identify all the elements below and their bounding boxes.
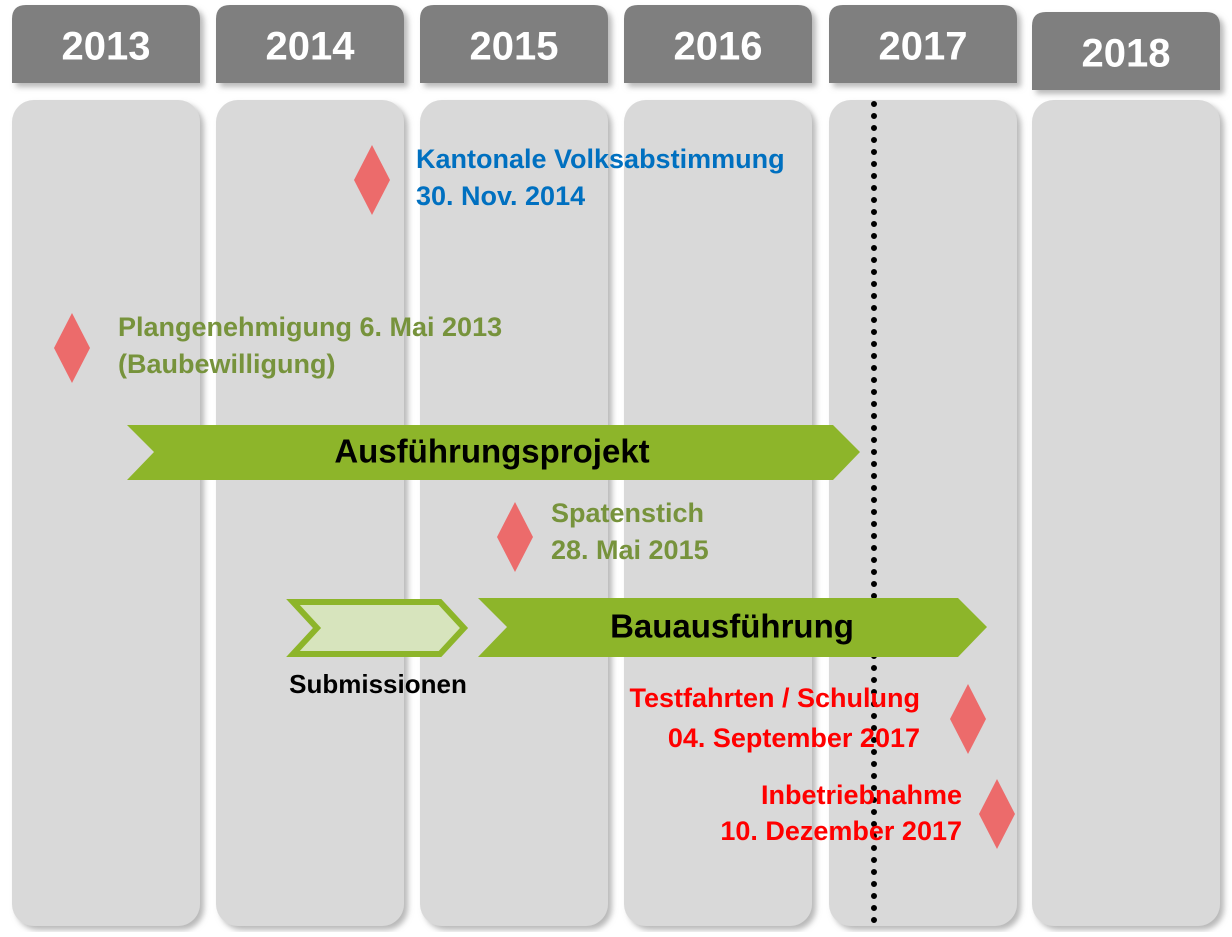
year-tab [829,5,1017,83]
year-tab [1032,12,1220,90]
milestone-label: Spatenstich [551,498,704,528]
milestone-label: Kantonale Volksabstimmung [416,144,785,174]
milestone-label: 04. September 2017 [668,723,920,753]
year-label: 2015 [470,25,559,69]
year-column [624,100,812,926]
phase-bar [127,425,860,480]
milestone-label: 30. Nov. 2014 [416,181,585,211]
year-tab [12,5,200,83]
year-label: 2013 [62,25,151,69]
phase-label: Submissionen [289,669,467,699]
phase-bar [478,598,987,657]
milestone-diamond [950,684,986,754]
phase-label: Bauausführung [610,608,854,645]
year-label: 2016 [674,25,763,69]
year-column [12,100,200,926]
milestone-diamond [354,145,390,215]
milestone-label: 10. Dezember 2017 [720,816,962,846]
year-tab [420,5,608,83]
phase-label: Ausführungsprojekt [334,433,649,470]
milestone-label: Plangenehmigung 6. Mai 2013 [118,312,502,342]
phase-bar [286,599,469,657]
milestone-label: (Baubewilligung) [118,349,335,379]
milestone-diamond [979,779,1015,849]
milestone-label: 28. Mai 2015 [551,535,709,565]
year-label: 2017 [879,25,968,69]
milestone-diamond [497,502,533,572]
milestone-diamond [54,313,90,383]
milestone-label: Inbetriebnahme [761,780,962,810]
year-column [216,100,404,926]
year-tab [216,5,404,83]
year-column [1032,100,1220,926]
year-tab [624,5,812,83]
milestone-label: Testfahrten / Schulung [629,683,920,713]
year-label: 2014 [266,25,356,69]
year-label: 2018 [1082,32,1171,76]
